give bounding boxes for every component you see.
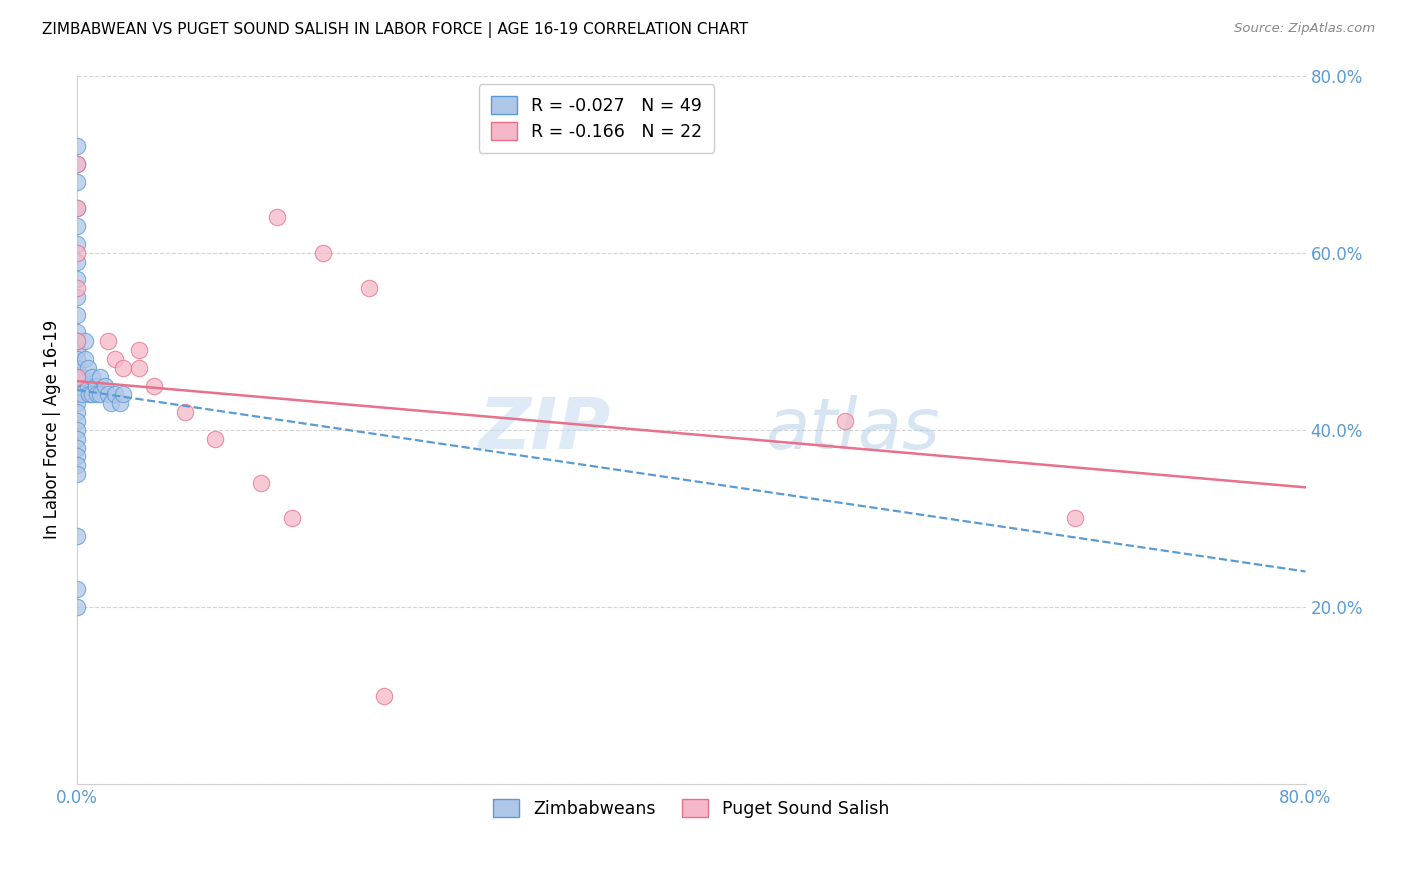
Point — [79, 387, 101, 401]
Point — [89, 387, 111, 401]
Point — [66, 157, 89, 171]
Point — [66, 343, 89, 357]
Point — [66, 458, 89, 473]
Point — [66, 175, 89, 189]
Point — [266, 211, 288, 225]
Point — [173, 405, 195, 419]
Point — [89, 369, 111, 384]
Point — [357, 281, 380, 295]
Point — [204, 432, 226, 446]
Point — [373, 689, 395, 703]
Point — [66, 423, 89, 437]
Point — [66, 326, 89, 340]
Point — [82, 387, 104, 401]
Point — [66, 582, 89, 597]
Point — [66, 450, 89, 464]
Point — [66, 467, 89, 481]
Point — [66, 139, 89, 153]
Point — [66, 334, 89, 349]
Point — [93, 378, 115, 392]
Point — [66, 369, 89, 384]
Point — [1064, 511, 1087, 525]
Point — [66, 245, 89, 260]
Point — [128, 360, 150, 375]
Point — [66, 157, 89, 171]
Point — [66, 387, 89, 401]
Point — [112, 387, 135, 401]
Point — [312, 245, 335, 260]
Point — [73, 351, 96, 366]
Point — [76, 378, 98, 392]
Point — [66, 202, 89, 216]
Point — [66, 308, 89, 322]
Point — [66, 351, 89, 366]
Point — [108, 396, 131, 410]
Point — [66, 441, 89, 455]
Point — [66, 405, 89, 419]
Text: Source: ZipAtlas.com: Source: ZipAtlas.com — [1234, 22, 1375, 36]
Point — [66, 254, 89, 268]
Point — [104, 387, 127, 401]
Text: ZIMBABWEAN VS PUGET SOUND SALISH IN LABOR FORCE | AGE 16-19 CORRELATION CHART: ZIMBABWEAN VS PUGET SOUND SALISH IN LABO… — [42, 22, 748, 38]
Point — [66, 236, 89, 251]
Point — [142, 378, 165, 392]
Point — [70, 387, 93, 401]
Point — [84, 378, 107, 392]
Point — [66, 414, 89, 428]
Point — [66, 369, 89, 384]
Point — [128, 343, 150, 357]
Point — [70, 369, 93, 384]
Point — [97, 387, 120, 401]
Point — [834, 414, 856, 428]
Point — [76, 360, 98, 375]
Point — [66, 290, 89, 304]
Point — [86, 387, 108, 401]
Point — [66, 202, 89, 216]
Point — [100, 396, 122, 410]
Point — [73, 334, 96, 349]
Point — [97, 334, 120, 349]
Point — [66, 334, 89, 349]
Point — [104, 351, 127, 366]
Point — [66, 378, 89, 392]
Point — [112, 360, 135, 375]
Point — [66, 360, 89, 375]
Y-axis label: In Labor Force | Age 16-19: In Labor Force | Age 16-19 — [44, 320, 60, 540]
Point — [66, 281, 89, 295]
Text: atlas: atlas — [765, 395, 939, 465]
Point — [66, 219, 89, 233]
Point — [66, 599, 89, 614]
Point — [82, 369, 104, 384]
Point — [66, 529, 89, 543]
Point — [66, 396, 89, 410]
Text: ZIP: ZIP — [479, 395, 612, 465]
Point — [281, 511, 304, 525]
Point — [66, 432, 89, 446]
Point — [66, 272, 89, 286]
Legend: Zimbabweans, Puget Sound Salish: Zimbabweans, Puget Sound Salish — [486, 792, 896, 825]
Point — [250, 475, 273, 490]
